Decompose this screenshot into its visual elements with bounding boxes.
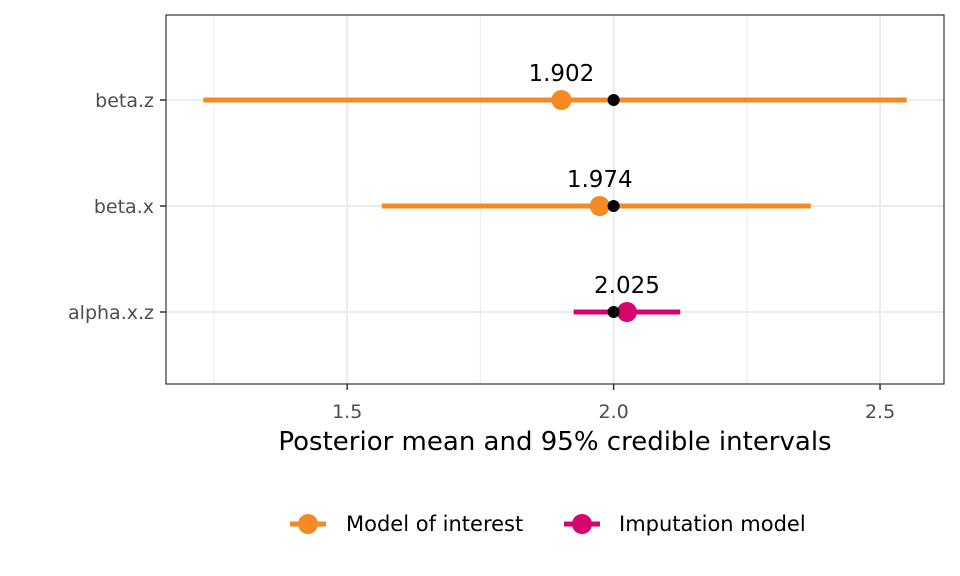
chart-marks: 1.902 1.974 2.025	[203, 61, 907, 322]
true-value-point-beta.x	[607, 200, 620, 212]
x-tick-label: 2.5	[865, 401, 895, 423]
true-value-point-beta.z	[607, 94, 620, 106]
x-tick-label: 2.0	[599, 401, 629, 423]
legend-key-point	[572, 514, 592, 534]
posterior-mean-point-alpha.x.z	[616, 302, 637, 322]
y-tick-label-beta.z: beta.z	[95, 90, 154, 112]
posterior-mean-point-beta.z	[551, 90, 572, 110]
y-tick-label-alpha.x.z: alpha.x.z	[68, 302, 154, 324]
y-tick-label-beta.x: beta.x	[94, 196, 154, 218]
legend-label: Imputation model	[619, 512, 806, 536]
plot-panel-background	[166, 15, 944, 384]
legend-key-point	[298, 514, 318, 534]
legend-label: Model of interest	[346, 512, 523, 536]
mean-data-label-beta.z: 1.902	[528, 61, 594, 87]
mean-data-label-alpha.x.z: 2.025	[594, 273, 660, 299]
mean-data-label-beta.x: 1.974	[567, 167, 633, 193]
x-tick-label: 1.5	[332, 401, 362, 423]
plot-panel-border	[165, 14, 945, 385]
x-axis-title: Posterior mean and 95% credible interval…	[278, 427, 831, 457]
true-value-point-alpha.x.z	[607, 306, 620, 318]
posterior-mean-point-beta.x	[589, 196, 610, 216]
legend: Model of interest Imputation model	[290, 512, 806, 536]
axes: beta.z beta.x alpha.x.z 1.5 2.0 2.5	[68, 90, 895, 423]
